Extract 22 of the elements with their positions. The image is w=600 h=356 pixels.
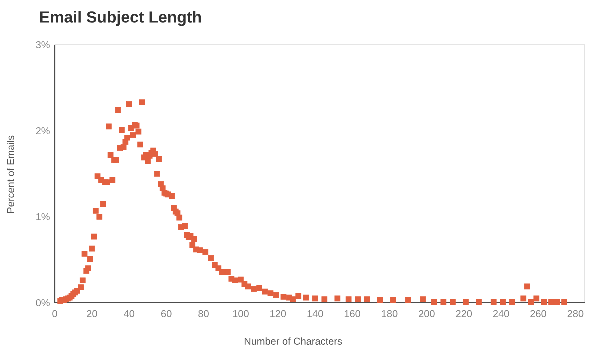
x-tick-label: 40 bbox=[124, 310, 135, 318]
y-tick-label: 2% bbox=[36, 127, 50, 135]
x-tick-label: 280 bbox=[568, 310, 584, 318]
x-tick-label: 140 bbox=[308, 310, 324, 318]
x-tick-label: 260 bbox=[530, 310, 546, 318]
x-tick-label: 60 bbox=[162, 310, 172, 318]
y-tick-label: 1% bbox=[36, 213, 50, 220]
y-tick-label: 3% bbox=[36, 41, 50, 49]
x-tick-label: 100 bbox=[233, 310, 249, 318]
y-tick-label: 0% bbox=[36, 299, 50, 307]
x-tick-label: 120 bbox=[270, 310, 286, 318]
y-axis-title: Percent of Emails bbox=[7, 136, 14, 214]
x-tick-label: 200 bbox=[419, 310, 435, 318]
x-axis-title: Number of Characters bbox=[244, 338, 342, 345]
x-tick-label: 20 bbox=[87, 310, 98, 318]
x-tick-label: 160 bbox=[344, 310, 360, 318]
x-tick-label: 240 bbox=[493, 310, 510, 318]
x-tick-label: 220 bbox=[456, 310, 472, 318]
x-tick-label: 0 bbox=[52, 310, 58, 318]
x-tick-label: 180 bbox=[382, 310, 398, 318]
x-tick-label: 80 bbox=[198, 310, 209, 318]
chart-title: Email Subject Length bbox=[40, 11, 202, 26]
